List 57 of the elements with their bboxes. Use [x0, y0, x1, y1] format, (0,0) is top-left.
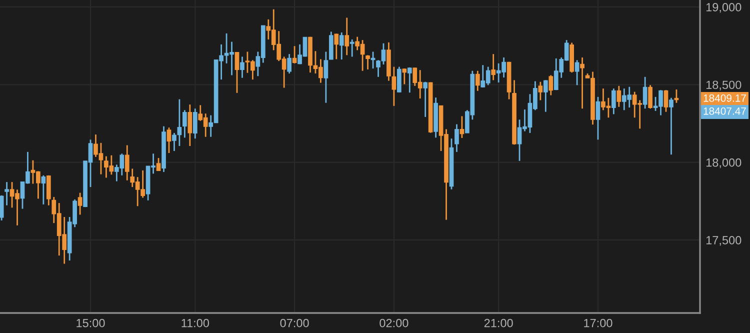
candlestick: [454, 124, 459, 153]
x-tick-label: 21:00: [484, 318, 513, 328]
candlestick: [339, 32, 344, 60]
y-tick-label: 18,000: [706, 158, 742, 168]
candlestick: [166, 126, 172, 154]
candlestick: [402, 68, 407, 85]
candlestick: [674, 88, 679, 104]
candlestick: [350, 38, 354, 58]
candlestick: [324, 51, 328, 104]
candlestick: [334, 33, 339, 60]
candlestick: [124, 144, 130, 182]
y-tick-label: 17,500: [706, 236, 742, 246]
candlestick: [669, 97, 674, 156]
candlestick: [182, 109, 187, 138]
candlestick: [475, 70, 480, 92]
x-tick-label: 02:00: [380, 318, 408, 328]
candlestick: [41, 174, 46, 206]
candlestick: [397, 66, 402, 94]
candlestick: [392, 66, 396, 107]
candlestick: [240, 56, 244, 79]
candlestick: [538, 81, 543, 101]
x-tick-label: 15:00: [76, 318, 105, 328]
candlestick: [642, 76, 648, 110]
candlestick: [192, 108, 198, 140]
candlestick: [4, 181, 9, 206]
candlestick: [407, 66, 412, 94]
candlestick: [292, 45, 297, 64]
candlestick: [574, 59, 580, 86]
candlestick: [0, 194, 4, 222]
candlestick: [580, 56, 584, 110]
x-tick-label: 07:00: [280, 318, 309, 328]
candlestick: [648, 84, 652, 110]
candlestick: [287, 53, 292, 74]
candlestick: [234, 51, 240, 94]
candlestick: [78, 192, 82, 216]
text: 18409.17: [704, 94, 746, 102]
candlestick: [460, 115, 464, 139]
candlestick: [612, 88, 616, 115]
candlestick: [491, 53, 496, 81]
x-tick-label: 11:00: [182, 318, 210, 328]
candlestick: [156, 157, 161, 172]
candlestick: [548, 74, 554, 96]
candlestick: [664, 89, 668, 113]
candlestick: [596, 96, 600, 140]
candlestick: [423, 81, 428, 118]
y-tick-label: 19,000: [706, 3, 742, 13]
candlestick: [328, 30, 334, 60]
y-tick-label: 18,500: [706, 80, 742, 90]
candlestick: [543, 79, 548, 113]
candlestick: [46, 174, 51, 206]
candlestick: [366, 54, 370, 70]
text: 18407.47: [704, 107, 746, 115]
candlestick: [344, 17, 350, 56]
candlestick: [188, 104, 192, 147]
x-tick-label: 17:00: [584, 318, 612, 328]
candlestick: [370, 51, 376, 70]
candlestick: [616, 85, 622, 108]
